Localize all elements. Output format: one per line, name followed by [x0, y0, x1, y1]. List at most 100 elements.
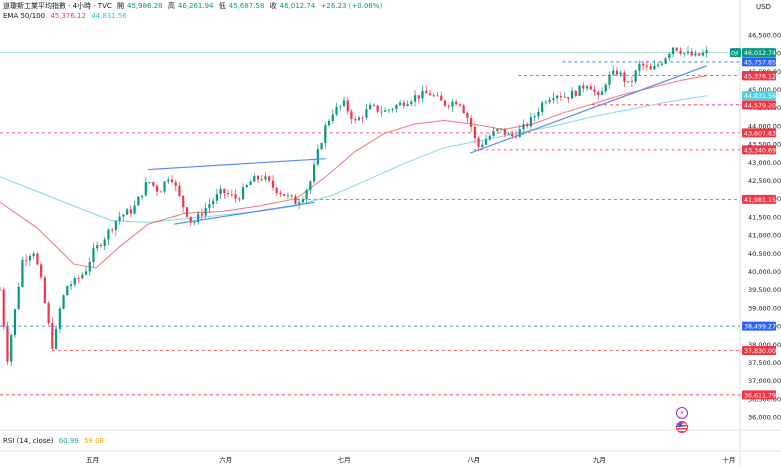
- candle-body: [675, 47, 678, 51]
- price-tag-label: 44,579.20: [744, 102, 776, 109]
- price-tag: [742, 128, 776, 138]
- candle-body: [649, 66, 652, 70]
- candle-body: [369, 104, 372, 110]
- candle-body: [529, 117, 533, 127]
- candle-body: [690, 51, 693, 56]
- price-tag: [742, 390, 776, 400]
- candle-body: [264, 176, 267, 180]
- candle-body: [137, 196, 140, 206]
- candle-body: [58, 308, 61, 329]
- price-tag: [742, 100, 776, 110]
- open-value: 45,986.28: [127, 2, 163, 10]
- candle-body: [309, 181, 312, 190]
- candle-body: [402, 102, 405, 106]
- candle-body: [548, 99, 551, 103]
- candle-body: [54, 328, 58, 349]
- chart-header: 道瓊斯工業平均指數 · 4小時 · TVC 開 45,986.28 高 46,261…: [3, 2, 385, 11]
- price-tag: [742, 194, 776, 204]
- candle-body: [537, 112, 540, 117]
- y-tick-label: 40,000.00: [748, 268, 781, 276]
- candle-body: [81, 274, 84, 278]
- candle-body: [477, 138, 480, 147]
- ema-label: EMA 50/100: [3, 12, 46, 20]
- candle-body: [406, 104, 409, 106]
- price-tag: [742, 57, 776, 67]
- price-tag: [742, 48, 776, 58]
- candle-body: [335, 106, 338, 115]
- candle-body: [155, 185, 159, 192]
- candle-body: [126, 209, 129, 215]
- price-tag: [742, 91, 776, 101]
- candle-body: [410, 101, 413, 105]
- candle-body: [372, 104, 376, 106]
- candle-body: [339, 105, 342, 107]
- candle-body: [241, 187, 245, 200]
- candle-body: [103, 239, 106, 247]
- candle-body: [642, 63, 645, 66]
- candle-body: [664, 58, 667, 64]
- candle-body: [522, 124, 525, 130]
- candle-body: [451, 101, 454, 107]
- candle-body: [425, 90, 428, 94]
- rsi-legend[interactable]: RSI (14, close) 60.99 59.08: [3, 437, 107, 446]
- ema50-line: [0, 75, 707, 269]
- candle-body: [589, 86, 592, 90]
- candle-body: [615, 70, 619, 75]
- y-tick-label: 42,500.00: [748, 177, 781, 185]
- candle-body: [447, 105, 450, 107]
- lightning-icon[interactable]: ⚡: [676, 407, 688, 419]
- trendline: [147, 158, 326, 171]
- candle-body: [96, 245, 99, 249]
- price-tag: [742, 71, 776, 81]
- candle-body: [698, 53, 701, 56]
- y-tick-label: 45,000.00: [748, 86, 781, 94]
- candle-body: [421, 90, 424, 99]
- candle-body: [496, 129, 499, 132]
- candle-body: [238, 198, 241, 200]
- candle-body: [466, 113, 469, 119]
- candle-body: [597, 91, 600, 95]
- candle-body: [32, 253, 35, 257]
- close-label: 收: [269, 2, 277, 10]
- candle-body: [668, 53, 671, 59]
- candle-body: [320, 143, 323, 150]
- candle-body: [47, 303, 50, 324]
- candle-body: [559, 95, 562, 98]
- month-label: 九月: [593, 455, 606, 464]
- candle-body: [413, 95, 417, 102]
- us-flag-icon[interactable]: [676, 421, 688, 433]
- symbol-title[interactable]: 道瓊斯工業平均指數 · 4小時 · TVC: [3, 2, 112, 10]
- candle-body: [384, 110, 387, 112]
- candle-body: [518, 129, 521, 138]
- month-label: 六月: [219, 455, 232, 464]
- currency-label: USD: [756, 3, 771, 11]
- candle-body: [627, 81, 630, 82]
- high-label: 高: [167, 2, 175, 10]
- candle-body: [219, 188, 222, 195]
- candle-body: [612, 70, 615, 75]
- candle-body: [705, 50, 708, 53]
- y-tick-label: 41,000.00: [748, 232, 781, 240]
- candle-body: [365, 109, 368, 118]
- y-tick-label: 43,500.00: [748, 141, 781, 149]
- candle-body: [107, 229, 110, 240]
- month-label: 七月: [338, 455, 351, 464]
- candle-body: [634, 70, 637, 82]
- candle-body: [290, 195, 293, 197]
- ema-legend[interactable]: EMA 50/100 45,376.12 44,831.56: [3, 12, 130, 21]
- open-label: 開: [117, 2, 124, 10]
- trendline: [173, 201, 315, 225]
- candle-body: [69, 284, 73, 287]
- candle-body: [13, 309, 17, 336]
- candle-body: [159, 191, 162, 193]
- y-tick-label: 37,500.00: [748, 359, 781, 367]
- candle-body: [178, 185, 181, 196]
- candle-body: [283, 194, 286, 196]
- change-value: +26.23 (+0.06%): [320, 2, 383, 10]
- candle-body: [645, 65, 648, 67]
- price-tag-label: 44,831.56: [744, 93, 776, 100]
- candle-body: [443, 100, 447, 106]
- candle-body: [66, 286, 69, 296]
- candle-body: [73, 277, 76, 285]
